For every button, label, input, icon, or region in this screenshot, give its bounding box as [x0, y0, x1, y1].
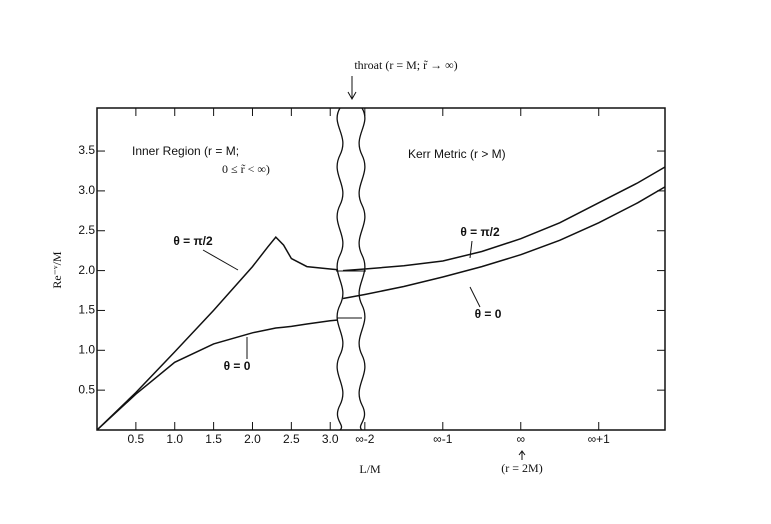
y-axis-label: Re⁻ᵛ/M — [50, 251, 64, 289]
throat-connector — [336, 270, 366, 319]
y-tick-label: 0.5 — [78, 382, 95, 396]
y-tick-label: 3.0 — [78, 183, 95, 197]
x-tick-label: 0.5 — [128, 432, 145, 446]
x-tick-label: 1.5 — [205, 432, 222, 446]
label-pointer — [469, 240, 473, 259]
series-label: θ = π/2 — [460, 225, 500, 239]
y-tick-label: 3.5 — [78, 143, 95, 157]
series-line — [342, 166, 666, 272]
y-tick-label: 1.0 — [78, 342, 95, 356]
series-label: θ = 0 — [475, 307, 502, 321]
x-axis-label: L/M — [359, 462, 381, 476]
series-label: θ = π/2 — [173, 234, 213, 248]
x-tick-label: 3.0 — [322, 432, 339, 446]
x-tick-label: ∞-2 — [355, 432, 375, 446]
throat-wall — [336, 107, 344, 431]
x-tick-label: 2.0 — [244, 432, 261, 446]
x-tick-label: ∞+1 — [588, 432, 611, 446]
region-label: Inner Region (r = M; — [132, 144, 239, 158]
throat-wall — [358, 107, 366, 431]
series-line — [96, 319, 339, 431]
label-pointer — [469, 286, 481, 308]
plot-frame — [96, 107, 666, 431]
x-tick-label: 2.5 — [283, 432, 300, 446]
y-tick-label: 2.0 — [78, 263, 95, 277]
series-label: θ = 0 — [224, 359, 251, 373]
label-pointer — [202, 249, 239, 271]
y-tick-label: 2.5 — [78, 223, 95, 237]
annotation-arrow — [518, 450, 526, 460]
region-label: Kerr Metric (r > M) — [408, 147, 506, 161]
series-line — [342, 186, 666, 300]
throat-title: throat (r = M; r̃ → ∞) — [354, 58, 457, 72]
annotation: (r = 2M) — [501, 461, 542, 475]
region-label: 0 ≤ r̃ < ∞) — [222, 162, 270, 176]
throat-arrow — [347, 76, 357, 101]
x-tick-label: ∞-1 — [433, 432, 453, 446]
x-tick-label: 1.0 — [166, 432, 183, 446]
y-tick-label: 1.5 — [78, 303, 95, 317]
series-line — [96, 235, 339, 431]
x-tick-label: ∞ — [516, 432, 525, 446]
